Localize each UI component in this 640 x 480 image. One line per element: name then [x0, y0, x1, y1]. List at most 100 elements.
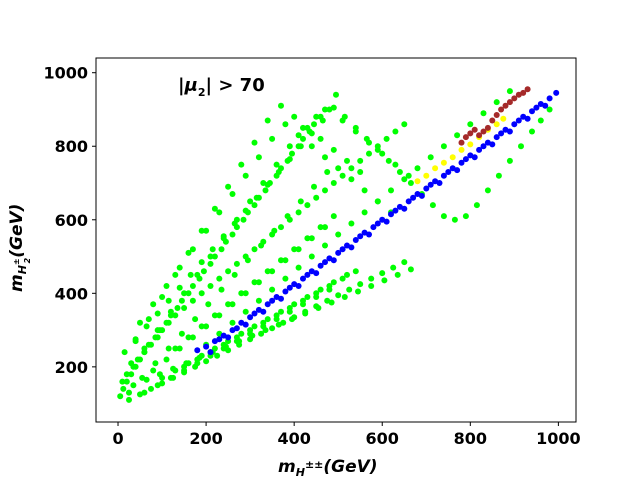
data-point	[489, 117, 496, 124]
data-point	[203, 323, 210, 330]
data-point	[440, 143, 447, 150]
data-point	[156, 371, 163, 378]
data-point	[238, 330, 245, 337]
data-point	[187, 271, 194, 278]
data-point	[348, 220, 355, 227]
data-point	[407, 266, 414, 273]
data-point	[216, 275, 223, 282]
data-point	[383, 218, 390, 225]
data-point	[178, 330, 185, 337]
data-point	[207, 283, 214, 289]
data-point	[225, 183, 232, 190]
data-point	[344, 271, 350, 278]
data-point	[207, 260, 214, 267]
data-point	[388, 211, 394, 218]
data-point	[295, 209, 302, 216]
data-point	[238, 161, 245, 168]
series-0	[117, 88, 553, 403]
data-point	[317, 224, 324, 231]
data-point	[344, 157, 350, 164]
data-point	[251, 310, 258, 317]
data-point	[502, 102, 509, 109]
data-point	[322, 154, 328, 161]
data-point	[181, 290, 188, 297]
data-point	[401, 259, 408, 266]
data-point	[330, 257, 337, 264]
data-point	[357, 157, 364, 164]
data-point	[348, 165, 355, 172]
data-point	[225, 268, 232, 275]
data-point	[427, 181, 434, 188]
data-point	[148, 385, 154, 392]
data-point	[394, 271, 401, 278]
y-tick-label: 400	[55, 284, 88, 303]
data-point	[258, 330, 265, 337]
data-point	[203, 358, 210, 365]
data-point	[282, 275, 289, 282]
data-point	[251, 279, 258, 286]
data-point	[218, 246, 225, 253]
data-point	[269, 297, 276, 304]
data-point	[440, 159, 447, 166]
data-point	[335, 231, 342, 238]
data-point	[330, 104, 337, 111]
data-point	[333, 91, 339, 98]
data-point	[271, 227, 278, 234]
data-point	[405, 172, 412, 179]
data-point	[130, 382, 137, 389]
data-point	[218, 286, 225, 293]
data-point	[251, 323, 258, 330]
data-point	[352, 237, 359, 243]
data-point	[396, 169, 403, 175]
data-point	[284, 213, 291, 220]
data-point	[185, 249, 192, 256]
data-point	[233, 325, 240, 332]
data-point	[211, 205, 218, 212]
data-point	[495, 172, 502, 179]
data-point	[328, 299, 335, 306]
data-point	[163, 319, 170, 326]
data-point	[214, 352, 221, 359]
data-point	[315, 305, 322, 311]
data-point	[335, 292, 342, 299]
data-point	[126, 389, 132, 396]
data-point	[275, 169, 282, 175]
data-point	[341, 113, 348, 120]
data-point	[222, 343, 229, 350]
data-point	[546, 106, 553, 113]
data-point	[286, 143, 293, 150]
data-point	[196, 275, 203, 282]
data-point	[130, 363, 137, 370]
data-point	[489, 141, 496, 148]
data-point	[196, 354, 203, 361]
series-2	[414, 115, 507, 185]
data-point	[462, 134, 469, 141]
data-point	[454, 167, 461, 174]
data-point	[222, 238, 229, 245]
data-point	[152, 360, 159, 367]
data-point	[480, 110, 487, 117]
data-point	[236, 338, 243, 345]
data-point	[542, 102, 549, 109]
data-point	[322, 224, 328, 231]
data-point	[198, 290, 205, 297]
data-point	[289, 150, 295, 157]
data-point	[313, 194, 320, 201]
data-point	[506, 157, 513, 164]
data-point	[348, 244, 355, 251]
data-point	[194, 347, 201, 354]
data-point	[330, 180, 337, 186]
data-point	[163, 283, 170, 289]
data-point	[251, 202, 258, 209]
data-point	[368, 275, 375, 282]
data-point	[167, 312, 174, 319]
mu2-annotation: |μ2| > 70	[178, 75, 265, 99]
data-point	[132, 336, 139, 343]
data-point	[506, 128, 513, 135]
x-axis-label: mH±±(GeV)	[278, 457, 378, 479]
data-point	[137, 391, 143, 398]
data-point	[304, 271, 311, 278]
data-point	[546, 95, 553, 102]
data-point	[192, 316, 199, 323]
data-point	[352, 268, 359, 275]
